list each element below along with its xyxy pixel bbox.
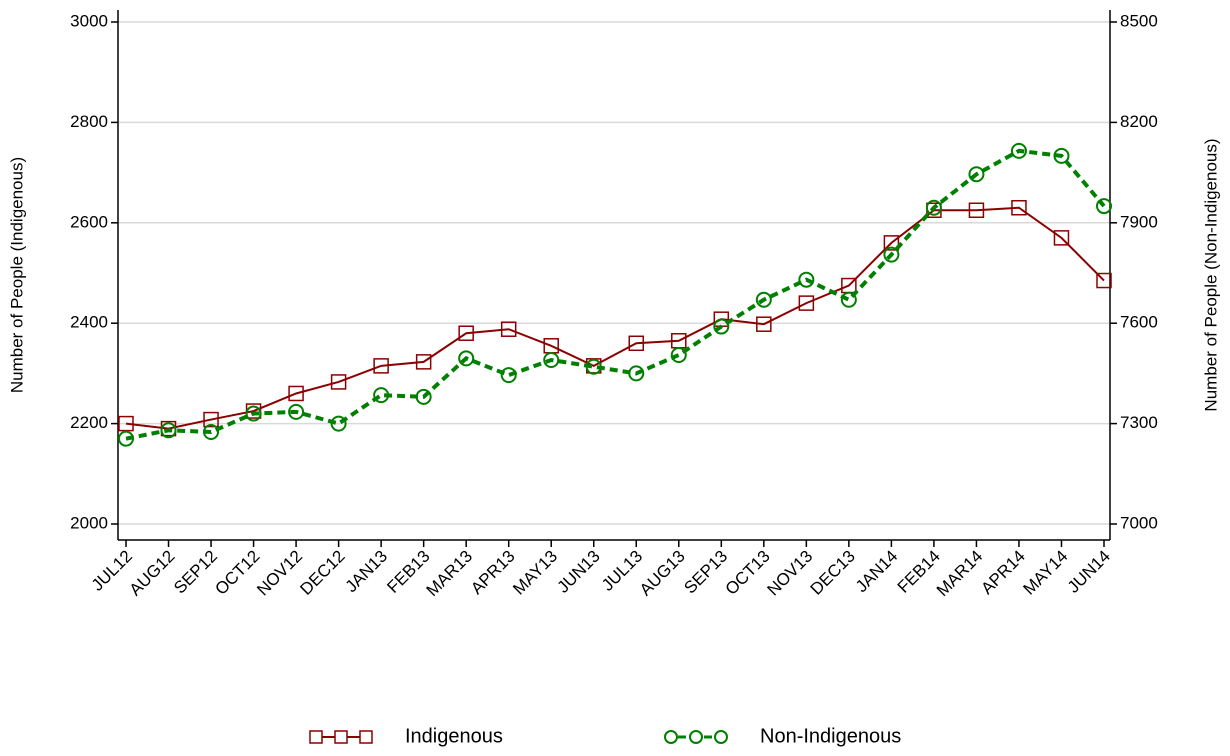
legend-marker [689, 730, 703, 744]
x-tick-label: AUG13 [636, 547, 689, 600]
data-point [713, 318, 730, 335]
x-tick-label: DEC13 [807, 547, 859, 599]
x-tick-label: DEC12 [296, 547, 348, 599]
legend-item: Indigenous [309, 725, 503, 747]
legend-marker [664, 730, 678, 744]
data-point [245, 405, 262, 422]
series-line [125, 148, 1106, 441]
data-point [330, 374, 347, 390]
data-point [670, 346, 687, 363]
y-tick-label: 2800 [70, 112, 108, 131]
data-point [1053, 147, 1070, 164]
legend-label: Indigenous [405, 725, 503, 747]
data-point [288, 403, 305, 420]
data-point [458, 350, 475, 367]
data-point [330, 415, 347, 432]
data-point [203, 423, 220, 440]
legend-marker [334, 730, 348, 744]
data-point [415, 388, 432, 405]
data-point [756, 316, 772, 332]
y2-tick-label: 7000 [1120, 513, 1158, 532]
x-tick-label: MAR14 [933, 547, 987, 601]
data-point [755, 291, 772, 308]
data-point [500, 321, 517, 337]
data-point [415, 354, 432, 370]
x-tick-label: JUN13 [554, 547, 604, 597]
y2-tick-label: 8500 [1120, 11, 1158, 30]
x-tick-label: MAY13 [509, 547, 561, 599]
data-point [1096, 272, 1112, 289]
data-point [160, 422, 177, 439]
x-tick-label: NOV13 [763, 547, 816, 600]
x-tick-label: SEP12 [170, 547, 221, 598]
data-point [883, 235, 900, 251]
y2-axis-title: Number of People (Non-Indigenous) [1201, 138, 1220, 411]
x-tick-label: MAR13 [423, 547, 477, 601]
x-tick-label: APR13 [467, 547, 519, 599]
data-point [883, 246, 900, 263]
y2-tick-label: 7300 [1120, 413, 1158, 432]
data-point [1010, 142, 1027, 159]
x-tick-label: APR14 [977, 547, 1029, 599]
data-point [628, 335, 645, 352]
data-point [798, 271, 815, 288]
data-point [288, 385, 304, 402]
data-point [968, 202, 985, 218]
y-axis-title: Number of People (Indigenous) [7, 157, 26, 393]
y-tick-label: 2400 [70, 313, 108, 332]
data-point [500, 367, 517, 384]
data-point [798, 295, 815, 311]
data-point [585, 358, 602, 375]
data-point [373, 387, 390, 404]
x-tick-label: JAN14 [852, 547, 902, 597]
data-point [1096, 198, 1112, 215]
series-line [125, 206, 1105, 430]
data-point [1011, 199, 1027, 216]
y-tick-label: 3000 [70, 11, 108, 30]
y-tick-label: 2600 [70, 212, 108, 231]
y2-tick-label: 7900 [1120, 212, 1158, 231]
data-point [373, 358, 389, 374]
data-point [203, 411, 219, 428]
legend-marker [359, 730, 373, 744]
x-tick-label: AUG12 [126, 547, 179, 600]
y2-tick-label: 7600 [1120, 313, 1158, 332]
data-point [925, 199, 942, 216]
legend-marker [309, 730, 323, 744]
data-point [458, 325, 474, 341]
x-tick-label: OCT12 [211, 547, 263, 599]
data-point [1053, 230, 1070, 246]
data-point [543, 352, 560, 369]
legend-item: Non-Indigenous [664, 725, 901, 747]
x-tick-label: MAY14 [1020, 547, 1072, 599]
data-point [118, 415, 134, 432]
x-tick-label: JAN13 [342, 547, 392, 597]
y2-tick-label: 8200 [1120, 112, 1158, 131]
y-tick-label: 2200 [70, 413, 108, 432]
data-point [118, 430, 134, 447]
x-tick-label: JUN14 [1064, 547, 1114, 597]
x-tick-label: NOV12 [253, 547, 306, 600]
data-point [628, 365, 645, 382]
x-tick-label: SEP13 [680, 547, 731, 598]
x-tick-label: OCT13 [722, 547, 774, 599]
data-point [840, 291, 857, 308]
data-point [968, 166, 985, 183]
legend-marker [714, 730, 728, 744]
y-tick-label: 2000 [70, 513, 108, 532]
legend-label: Non-Indigenous [760, 725, 901, 747]
